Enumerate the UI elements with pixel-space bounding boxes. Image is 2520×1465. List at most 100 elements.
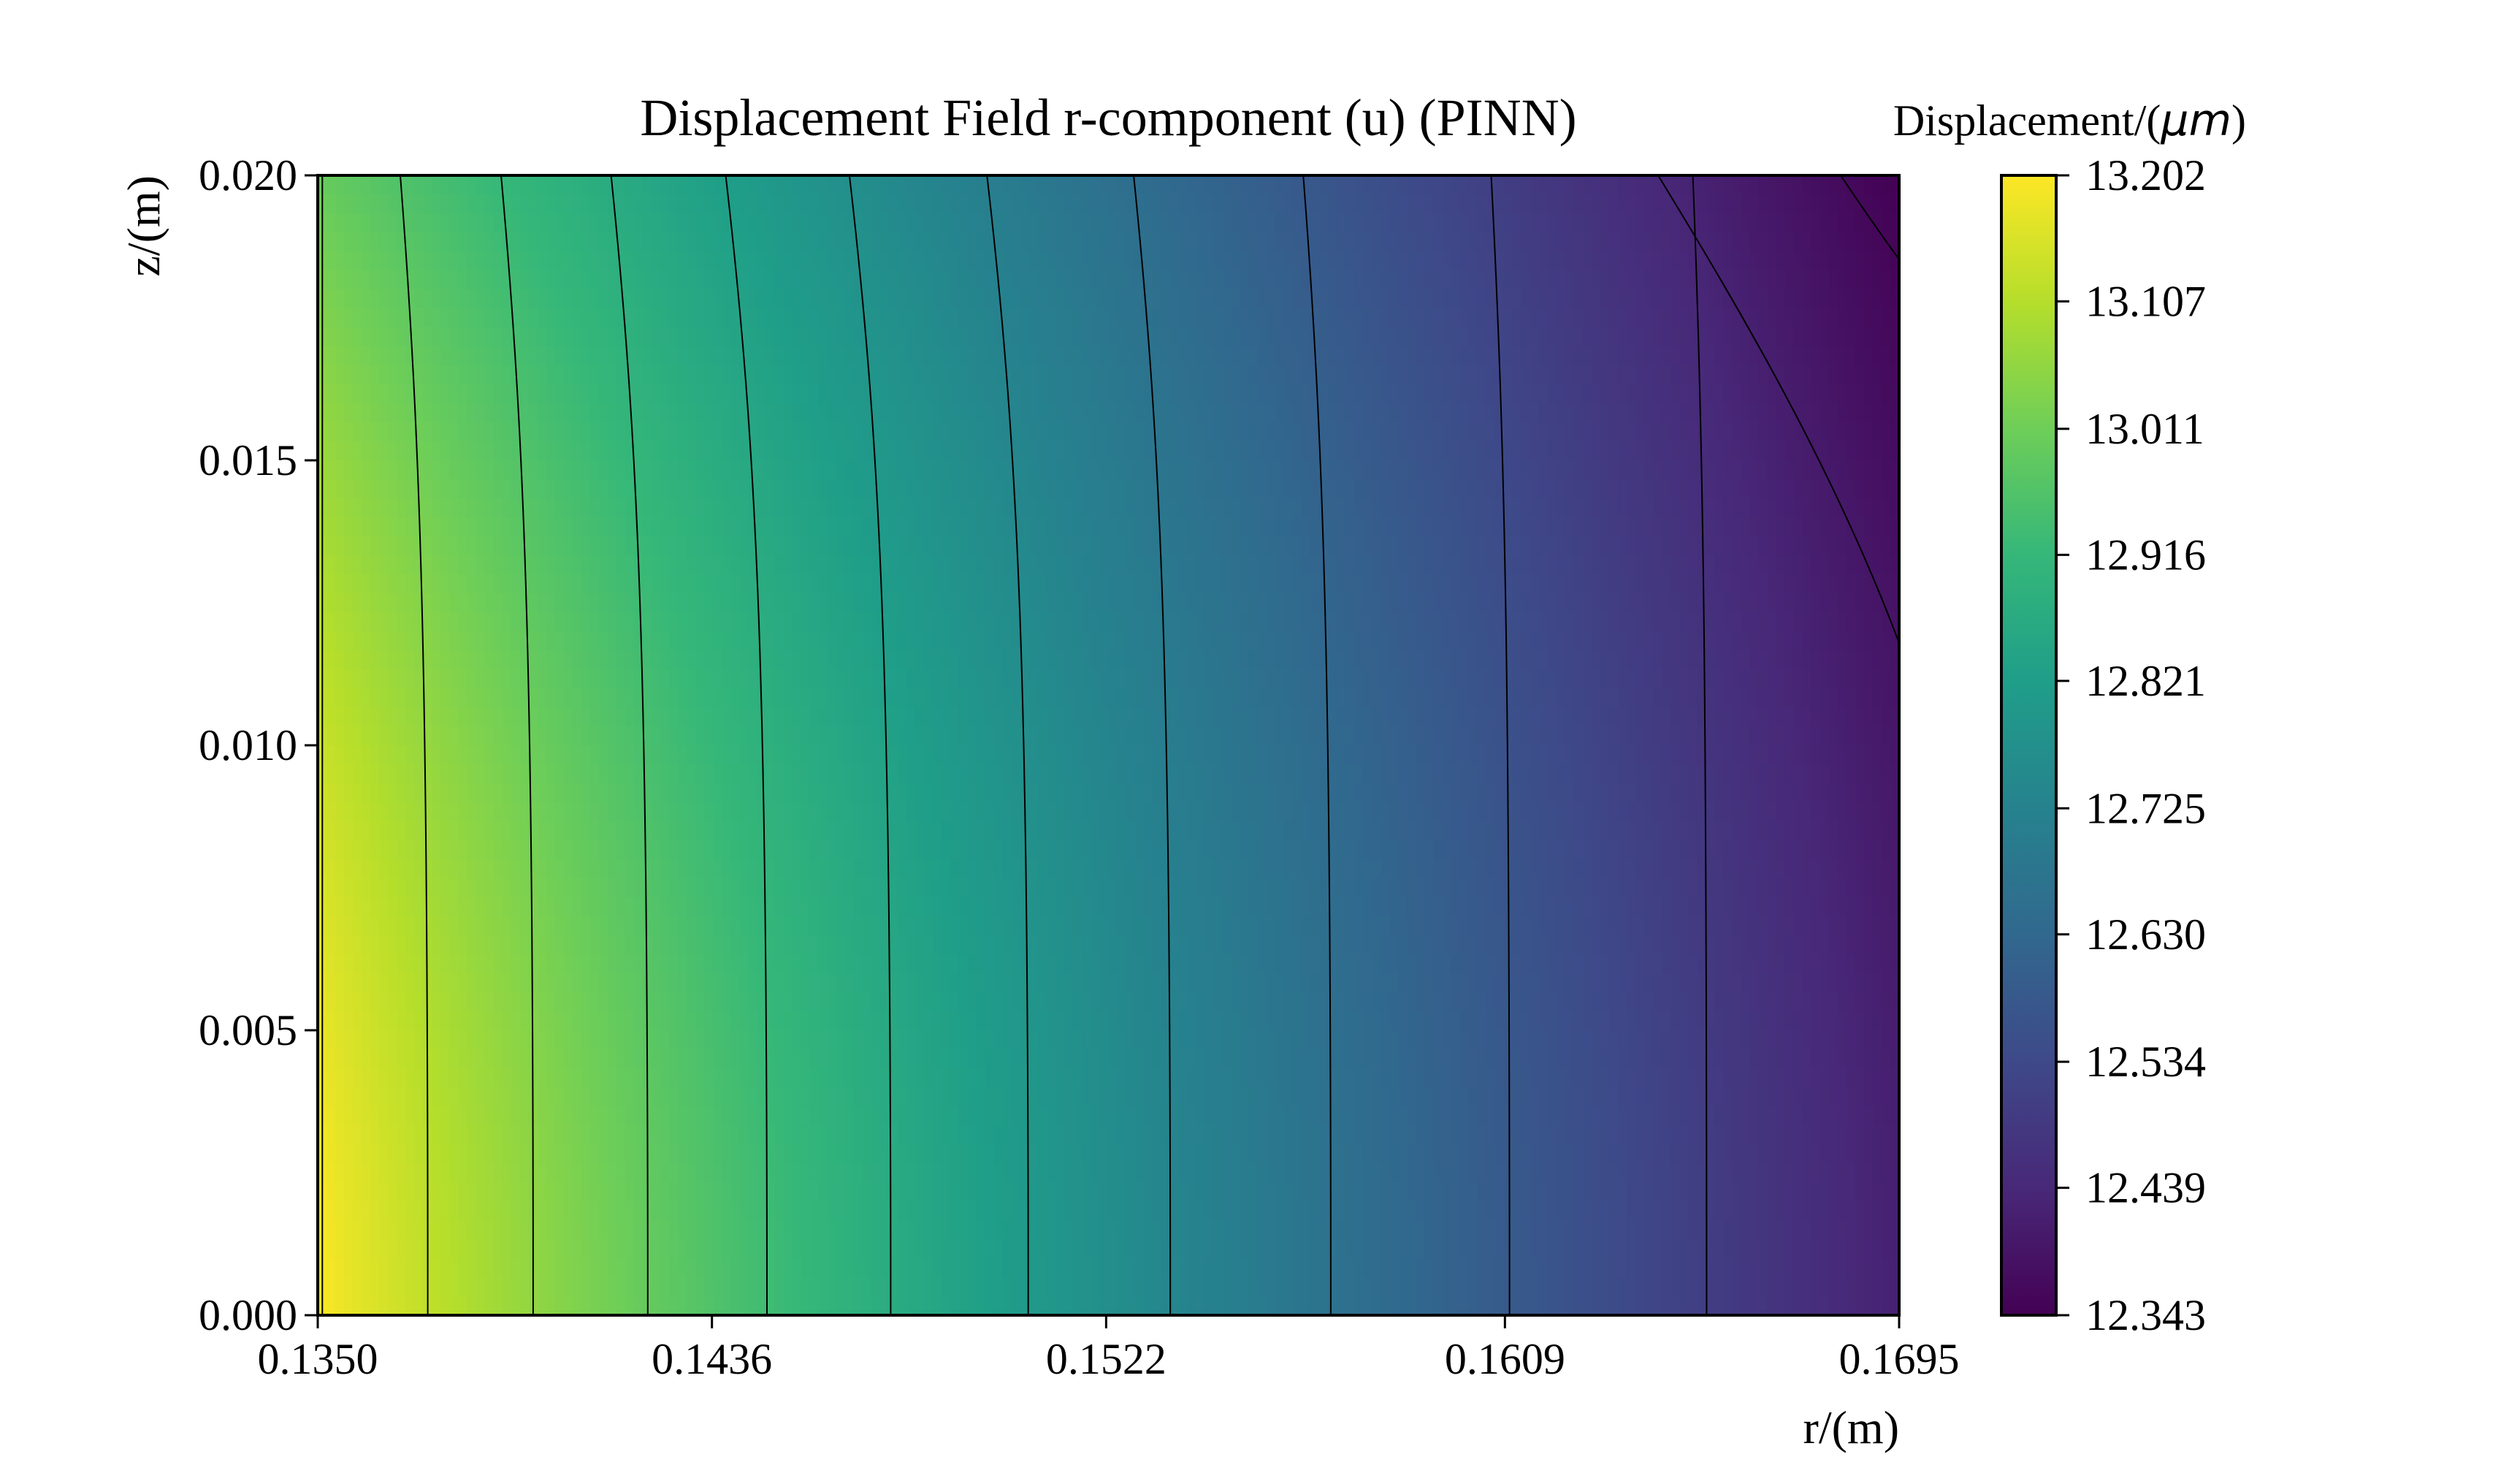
heatmap-cell [722, 517, 732, 537]
heatmap-cell [1688, 631, 1698, 651]
heatmap-cell [1433, 555, 1443, 575]
heatmap-cell [625, 213, 635, 233]
heatmap-cell [1134, 403, 1145, 423]
heatmap-cell [1592, 308, 1601, 328]
heatmap-cell [467, 688, 477, 708]
heatmap-cell [467, 289, 477, 309]
heatmap-cell [1828, 555, 1839, 575]
heatmap-cell [652, 574, 661, 594]
heatmap-cell [1381, 213, 1391, 233]
heatmap-cell [1310, 593, 1320, 613]
heatmap-cell [1802, 384, 1812, 404]
heatmap-cell [1082, 498, 1092, 518]
heatmap-cell [634, 460, 644, 480]
heatmap-cell [327, 441, 336, 461]
heatmap-cell [1758, 593, 1768, 613]
heatmap-cell [774, 669, 784, 689]
heatmap-cell [827, 517, 837, 537]
heatmap-cell [1512, 403, 1522, 423]
heatmap-cell [1003, 441, 1012, 461]
heatmap-cell [1055, 631, 1066, 651]
heatmap-cell [476, 327, 486, 347]
heatmap-cell [1178, 479, 1188, 499]
heatmap-cell [449, 669, 459, 689]
heatmap-cell [1302, 289, 1311, 309]
heatmap-cell [1213, 612, 1223, 632]
heatmap-cell [722, 441, 732, 461]
heatmap-cell [687, 441, 696, 461]
heatmap-cell [581, 384, 591, 404]
heatmap-cell [467, 213, 477, 233]
heatmap-cell [1494, 650, 1505, 670]
heatmap-cell [722, 270, 732, 290]
heatmap-cell [862, 574, 872, 594]
heatmap-cell [1671, 175, 1681, 195]
heatmap-cell [1793, 327, 1803, 347]
heatmap-cell [652, 403, 661, 423]
heatmap-cell [1662, 365, 1672, 385]
heatmap-cell [678, 270, 687, 290]
heatmap-cell [1820, 289, 1830, 309]
heatmap-cell [440, 194, 451, 214]
heatmap-cell [1547, 365, 1557, 385]
heatmap-cell [1459, 365, 1470, 385]
heatmap-cell [1029, 688, 1039, 708]
heatmap-cell [1671, 593, 1681, 613]
heatmap-cell [1126, 498, 1136, 518]
heatmap-cell [1328, 403, 1338, 423]
heatmap-cell [493, 669, 503, 689]
heatmap-cell [362, 460, 371, 480]
heatmap-cell [1029, 536, 1039, 556]
heatmap-cell [362, 441, 371, 461]
heatmap-cell [1267, 251, 1276, 271]
heatmap-cell [1196, 270, 1206, 290]
heatmap-cell [1029, 593, 1039, 613]
heatmap-cell [739, 175, 749, 195]
heatmap-cell [370, 327, 380, 347]
heatmap-cell [1091, 327, 1101, 347]
heatmap-cell [1363, 517, 1373, 537]
heatmap-cell [1073, 669, 1083, 689]
heatmap-cell [1029, 479, 1039, 499]
heatmap-cell [1231, 460, 1241, 480]
heatmap-cell [379, 631, 389, 651]
heatmap-cell [1679, 498, 1689, 518]
heatmap-cell [1073, 346, 1083, 366]
heatmap-cell [792, 346, 802, 366]
heatmap-cell [581, 498, 591, 518]
heatmap-cell [1161, 460, 1171, 480]
heatmap-cell [634, 213, 644, 233]
heatmap-cell [440, 422, 451, 442]
heatmap-cell [1732, 365, 1742, 385]
heatmap-cell [1047, 384, 1057, 404]
heatmap-cell [923, 194, 933, 214]
heatmap-cell [388, 194, 398, 214]
heatmap-cell [1284, 384, 1294, 404]
heatmap-cell [827, 175, 837, 195]
heatmap-cell [1881, 536, 1891, 556]
heatmap-cell [1091, 365, 1101, 385]
heatmap-cell [1143, 422, 1153, 442]
heatmap-cell [1213, 194, 1223, 214]
heatmap-cell [1451, 327, 1461, 347]
heatmap-cell [713, 631, 723, 651]
heatmap-cell [1345, 612, 1356, 632]
heatmap-cell [678, 593, 687, 613]
heatmap-cell [994, 384, 1004, 404]
heatmap-cell [440, 365, 451, 385]
heatmap-cell [519, 232, 530, 252]
heatmap-cell [1099, 441, 1110, 461]
heatmap-cell [1820, 669, 1830, 689]
heatmap-cell [1126, 536, 1136, 556]
heatmap-cell [1082, 327, 1092, 347]
heatmap-cell [458, 574, 468, 594]
heatmap-cell [1117, 194, 1127, 214]
heatmap-cell [1503, 517, 1513, 537]
heatmap-cell [1416, 327, 1426, 347]
heatmap-cell [827, 460, 837, 480]
heatmap-cell [519, 213, 530, 233]
heatmap-cell [1169, 384, 1180, 404]
heatmap-cell [853, 555, 863, 575]
heatmap-cell [1688, 460, 1698, 480]
heatmap-cell [353, 365, 362, 385]
